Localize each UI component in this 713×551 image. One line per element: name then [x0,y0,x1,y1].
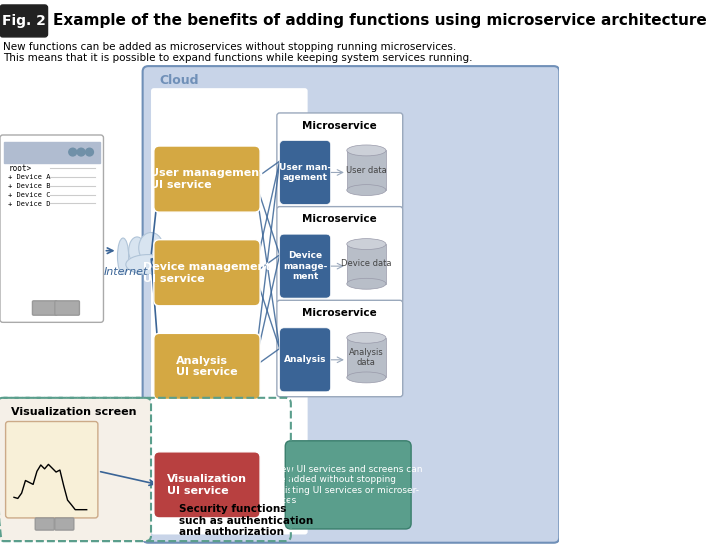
Text: Device data: Device data [341,260,391,268]
Text: User man-
agement: User man- agement [279,163,332,182]
FancyBboxPatch shape [0,5,48,37]
Circle shape [77,148,85,156]
Ellipse shape [165,251,178,273]
Ellipse shape [347,332,386,343]
Ellipse shape [347,145,386,156]
FancyBboxPatch shape [0,135,103,322]
FancyBboxPatch shape [55,518,74,530]
FancyBboxPatch shape [347,244,386,284]
Text: Microservice: Microservice [302,308,377,318]
Text: Microservice: Microservice [302,214,377,224]
Text: Device
manage-
ment: Device manage- ment [283,251,327,281]
FancyBboxPatch shape [347,150,386,190]
Text: + Device D: + Device D [9,201,51,207]
FancyBboxPatch shape [0,398,151,541]
Ellipse shape [126,255,170,274]
FancyBboxPatch shape [6,422,98,518]
FancyBboxPatch shape [277,300,403,397]
FancyBboxPatch shape [279,234,331,298]
FancyBboxPatch shape [154,146,260,212]
Text: Visualization screen: Visualization screen [11,407,137,417]
Ellipse shape [347,372,386,383]
Text: New UI services and screens can
be added without stopping
existing UI services o: New UI services and screens can be added… [274,465,422,505]
Ellipse shape [139,233,163,263]
Text: + Device B: + Device B [9,183,51,189]
FancyBboxPatch shape [151,88,307,534]
Text: Fig. 2: Fig. 2 [2,14,46,28]
FancyBboxPatch shape [285,441,411,529]
Text: Device management
UI service: Device management UI service [143,262,271,284]
FancyBboxPatch shape [32,301,57,315]
Ellipse shape [128,237,145,264]
FancyBboxPatch shape [35,518,54,530]
Text: root>: root> [9,164,31,172]
FancyBboxPatch shape [279,141,331,204]
FancyBboxPatch shape [277,113,403,209]
Ellipse shape [347,185,386,196]
Circle shape [86,148,93,156]
FancyBboxPatch shape [279,328,331,392]
FancyBboxPatch shape [4,142,100,163]
FancyBboxPatch shape [154,452,260,518]
Circle shape [68,148,76,156]
Text: Analysis: Analysis [284,355,327,364]
Text: Analysis
data: Analysis data [349,348,384,368]
Text: Microservice: Microservice [302,121,377,131]
FancyBboxPatch shape [55,301,79,315]
Text: Cloud: Cloud [160,74,199,87]
Text: Analysis
UI service: Analysis UI service [176,355,237,377]
Text: Example of the benefits of adding functions using microservice architecture: Example of the benefits of adding functi… [53,13,707,29]
Text: User management
UI service: User management UI service [150,168,264,190]
FancyBboxPatch shape [154,333,260,399]
Ellipse shape [118,238,128,274]
Ellipse shape [347,239,386,250]
Ellipse shape [347,278,386,289]
FancyBboxPatch shape [143,66,559,543]
FancyBboxPatch shape [154,240,260,306]
Text: This means that it is possible to expand functions while keeping system services: This means that it is possible to expand… [3,53,472,63]
Ellipse shape [154,240,174,267]
Text: + Device A: + Device A [9,175,51,180]
Text: New functions can be added as microservices without stopping running microservic: New functions can be added as microservi… [3,42,456,52]
FancyBboxPatch shape [277,207,403,303]
Text: Visualization
UI service: Visualization UI service [167,474,247,496]
Text: + Device C: + Device C [9,192,51,198]
Text: Internet: Internet [103,267,148,277]
Text: User data: User data [346,166,386,175]
FancyBboxPatch shape [347,338,386,377]
Text: Security functions
such as authentication
and authorization: Security functions such as authenticatio… [179,504,313,537]
